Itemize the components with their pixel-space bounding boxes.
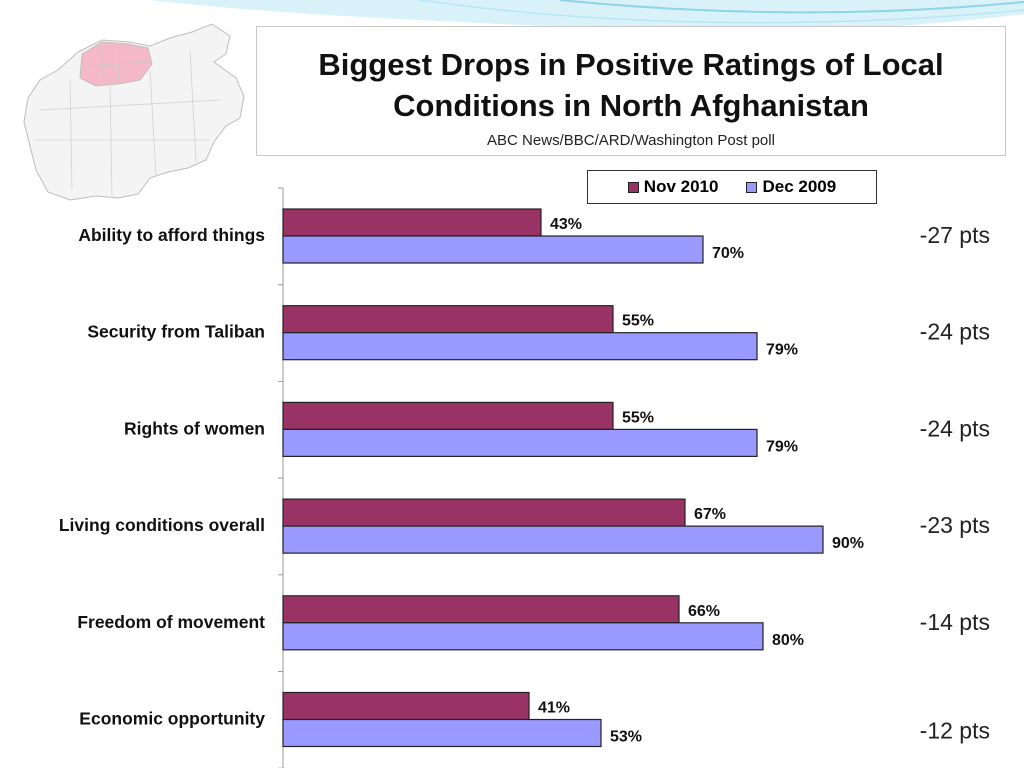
data-label: 53% <box>610 729 642 746</box>
data-label: 80% <box>772 632 804 649</box>
bar-dec-2009 <box>282 525 824 554</box>
bar-dec-2009 <box>282 332 758 361</box>
category-label: Freedom of movement <box>77 612 265 632</box>
data-label: 43% <box>550 216 582 233</box>
chart-subtitle: ABC News/BBC/ARD/Washington Post poll <box>487 132 775 149</box>
data-label: 55% <box>622 409 654 426</box>
top-wave-accent <box>559 0 1024 14</box>
difference-label: -23 pts <box>920 512 990 538</box>
data-label: 79% <box>766 438 798 455</box>
bar-nov-2010 <box>282 691 530 721</box>
legend-label-nov-2010: Nov 2010 <box>643 177 719 196</box>
data-label: 55% <box>622 313 654 330</box>
bar-nov-2010 <box>282 208 542 237</box>
bar-dec-2009 <box>282 428 758 457</box>
difference-label: -24 pts <box>920 319 990 345</box>
afghanistan-map <box>23 23 245 201</box>
legend-item-nov-2010: Nov 2010 <box>627 177 719 197</box>
legend-swatch-dec-2009 <box>746 181 758 193</box>
data-label: 90% <box>832 535 864 552</box>
category-label: Ability to afford things <box>78 225 265 245</box>
bar-nov-2010 <box>282 401 614 430</box>
difference-label: -14 pts <box>920 609 990 635</box>
data-label: 70% <box>712 245 744 262</box>
data-label: 41% <box>538 700 570 717</box>
difference-label: -27 pts <box>920 222 990 248</box>
category-label: Economic opportunity <box>79 709 265 729</box>
bar-nov-2010 <box>282 305 614 334</box>
difference-label: -12 pts <box>920 718 990 744</box>
chart-title: Biggest Drops in Positive Ratings of Loc… <box>318 47 944 123</box>
bar-dec-2009 <box>282 622 764 651</box>
bar-dec-2009 <box>282 718 602 748</box>
bar-nov-2010 <box>282 498 686 527</box>
bar-dec-2009 <box>282 235 704 264</box>
category-label: Rights of women <box>124 418 265 438</box>
data-label: 66% <box>688 603 720 620</box>
category-label: Living conditions overall <box>59 515 265 535</box>
category-label: Security from Taliban <box>87 322 265 342</box>
data-label: 79% <box>766 342 798 359</box>
title-box: Biggest Drops in Positive Ratings of Loc… <box>256 26 1006 156</box>
legend-label-dec-2009: Dec 2009 <box>762 177 837 196</box>
difference-label: -24 pts <box>920 415 990 441</box>
data-label: 67% <box>694 506 726 523</box>
legend-item-dec-2009: Dec 2009 <box>746 177 836 197</box>
bar-nov-2010 <box>282 595 680 624</box>
legend-swatch-nov-2010 <box>627 181 639 193</box>
legend: Nov 2010 Dec 2009 <box>587 170 877 204</box>
